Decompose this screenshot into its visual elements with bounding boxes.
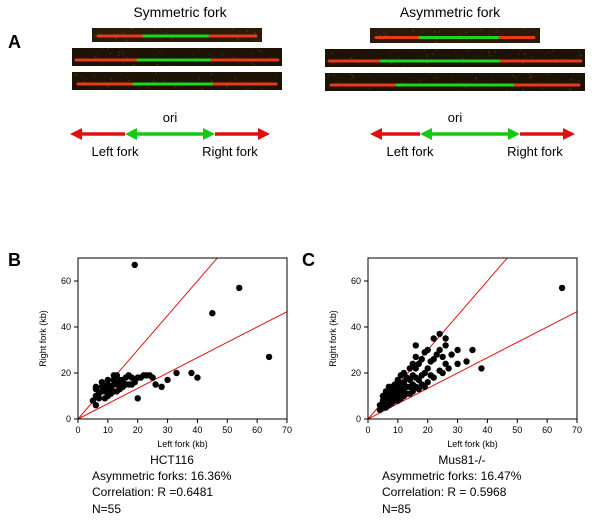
panel-label-a: A [8, 32, 21, 53]
svg-text:50: 50 [512, 425, 522, 435]
svg-text:Left fork (kb): Left fork (kb) [157, 439, 208, 449]
svg-text:0: 0 [75, 425, 80, 435]
caption-b-corr: Correlation: R =0.6481 [92, 484, 252, 500]
svg-text:20: 20 [133, 425, 143, 435]
svg-text:Right fork: Right fork [507, 144, 563, 159]
svg-text:Right fork (kb): Right fork (kb) [328, 310, 338, 367]
caption-c-n: N=85 [382, 501, 542, 517]
svg-text:60: 60 [351, 276, 361, 286]
symmetric-fiber-images [62, 28, 292, 90]
svg-text:70: 70 [572, 425, 582, 435]
svg-text:20: 20 [61, 368, 71, 378]
caption-b-asym: Asymmetric forks: 16.36% [92, 468, 252, 484]
asymmetric-title: Asymmetric fork [340, 4, 560, 20]
svg-text:ori: ori [163, 110, 178, 125]
svg-text:60: 60 [542, 425, 552, 435]
svg-text:30: 30 [453, 425, 463, 435]
svg-text:40: 40 [192, 425, 202, 435]
asymmetric-fiber-images [320, 28, 590, 91]
panel-label-b: B [8, 250, 21, 271]
symmetric-title: Symmetric fork [80, 4, 280, 20]
svg-text:0: 0 [356, 414, 361, 424]
panel-label-c: C [302, 250, 315, 271]
svg-text:60: 60 [252, 425, 262, 435]
svg-text:10: 10 [393, 425, 403, 435]
caption-b-title: HCT116 [92, 452, 252, 468]
caption-c-title: Mus81-/- [382, 452, 542, 468]
svg-text:0: 0 [365, 425, 370, 435]
scatter-plot-c: 0 10 20 30 40 50 60 70 0 20 40 60 Left fork (kb) Righ… [320, 240, 585, 455]
svg-text:Left fork (kb): Left fork (kb) [447, 439, 498, 449]
svg-text:30: 30 [163, 425, 173, 435]
svg-text:70: 70 [282, 425, 292, 435]
svg-text:50: 50 [222, 425, 232, 435]
svg-text:0: 0 [66, 414, 71, 424]
svg-text:Right fork: Right fork [202, 144, 258, 159]
caption-c-corr: Correlation: R = 0.5968 [382, 484, 542, 500]
svg-text:60: 60 [61, 276, 71, 286]
figure-root: A Symmetric fork Asymmetric fork ori Left… [0, 0, 600, 521]
caption-c: Mus81-/- Asymmetric forks: 16.47% Correl… [382, 452, 542, 517]
caption-c-asym: Asymmetric forks: 16.47% [382, 468, 542, 484]
scatter-plot-b: 0 10 20 30 40 50 60 70 0 20 40 60 Left fork (kb) Righ… [30, 240, 295, 455]
svg-text:20: 20 [423, 425, 433, 435]
svg-text:40: 40 [61, 322, 71, 332]
svg-text:ori: ori [448, 110, 463, 125]
caption-b: HCT116 Asymmetric forks: 16.36% Correlat… [92, 452, 252, 517]
svg-text:Right fork (kb): Right fork (kb) [38, 310, 48, 367]
svg-text:40: 40 [482, 425, 492, 435]
svg-text:20: 20 [351, 368, 361, 378]
svg-text:10: 10 [103, 425, 113, 435]
symmetric-fork-diagram: ori Left fork Right fork [45, 108, 295, 168]
svg-text:Left fork: Left fork [92, 144, 139, 159]
asymmetric-fork-diagram: ori Left fork Right fork [325, 108, 585, 168]
svg-text:Left fork: Left fork [387, 144, 434, 159]
svg-text:40: 40 [351, 322, 361, 332]
caption-b-n: N=55 [92, 501, 252, 517]
